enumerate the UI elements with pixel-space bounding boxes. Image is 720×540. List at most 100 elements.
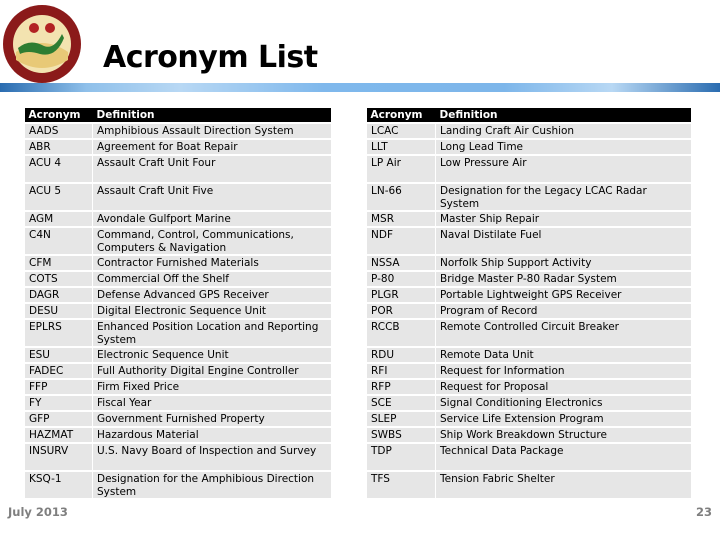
- table-row: AGM Avondale Gulfport Marine MSR Master Shi…: [24, 211, 691, 228]
- table-row: KSQ-1 Designation for the Amphibious Dire…: [24, 471, 691, 500]
- right-acronym-cell: RFI: [366, 363, 436, 380]
- right-acronym-cell: RFP: [366, 379, 436, 396]
- left-definition-cell: Hazardous Material: [92, 427, 331, 444]
- acronym-table: Acronym Definition Acronym Definition AA…: [24, 108, 691, 500]
- left-definition-cell: Assault Craft Unit Five: [92, 183, 331, 212]
- table-row: HAZMAT Hazardous Material SWBS Ship Work Br…: [24, 427, 691, 444]
- left-acronym-cell: EPLRS: [24, 319, 93, 348]
- left-definition-cell: Defense Advanced GPS Receiver: [92, 287, 331, 304]
- right-definition-cell: Program of Record: [435, 303, 691, 320]
- column-gap: [331, 155, 367, 183]
- right-acronym-cell: LP Air: [366, 155, 436, 184]
- right-definition-cell: Ship Work Breakdown Structure: [435, 427, 691, 444]
- left-definition-cell: Agreement for Boat Repair: [92, 139, 331, 156]
- right-definition-cell: Request for Information: [435, 363, 691, 380]
- right-acronym-cell: RDU: [366, 347, 436, 364]
- column-gap: [331, 379, 367, 395]
- left-definition-cell: Assault Craft Unit Four: [92, 155, 331, 184]
- right-definition-cell: Signal Conditioning Electronics: [435, 395, 691, 412]
- right-acronym-cell: LCAC: [366, 123, 436, 140]
- right-definition-cell: Tension Fabric Shelter: [435, 471, 691, 500]
- left-acronym-header: Acronym: [24, 108, 93, 124]
- left-acronym-cell: INSURV: [24, 443, 93, 472]
- left-definition-cell: Electronic Sequence Unit: [92, 347, 331, 364]
- column-gap: [331, 363, 367, 379]
- table-header-row: Acronym Definition Acronym Definition: [24, 108, 691, 124]
- left-definition-cell: Full Authority Digital Engine Controller: [92, 363, 331, 380]
- left-definition-cell: Enhanced Position Location and Reporting…: [92, 319, 331, 348]
- right-definition-cell: Remote Controlled Circuit Breaker: [435, 319, 691, 348]
- right-definition-cell: Master Ship Repair: [435, 211, 691, 228]
- table-row: COTS Commercial Off the Shelf P-80 Bridge M…: [24, 271, 691, 288]
- right-definition-cell: Service Life Extension Program: [435, 411, 691, 428]
- column-gap: [331, 427, 367, 443]
- column-gap: [331, 108, 367, 123]
- right-definition-cell: Norfolk Ship Support Activity: [435, 255, 691, 272]
- right-definition-header: Definition: [435, 108, 691, 124]
- left-definition-cell: Firm Fixed Price: [92, 379, 331, 396]
- left-acronym-cell: DAGR: [24, 287, 93, 304]
- right-acronym-cell: P-80: [366, 271, 436, 288]
- right-acronym-cell: TDP: [366, 443, 436, 472]
- table-row: DESU Digital Electronic Sequence Unit POR P…: [24, 303, 691, 320]
- footer-date: July 2013: [8, 505, 68, 519]
- column-gap: [331, 139, 367, 155]
- column-gap: [331, 471, 367, 499]
- table-row: EPLRS Enhanced Position Location and Repo…: [24, 319, 691, 348]
- column-gap: [331, 443, 367, 471]
- table-row: ACU 5 Assault Craft Unit Five LN-66 Designa…: [24, 183, 691, 212]
- column-gap: [331, 183, 367, 211]
- right-definition-cell: Remote Data Unit: [435, 347, 691, 364]
- table-row: FADEC Full Authority Digital Engine Contr…: [24, 363, 691, 380]
- column-gap: [331, 123, 367, 139]
- column-gap: [331, 255, 367, 271]
- left-acronym-cell: FY: [24, 395, 93, 412]
- left-definition-cell: Amphibious Assault Direction System: [92, 123, 331, 140]
- left-definition-cell: Fiscal Year: [92, 395, 331, 412]
- table-row: ABR Agreement for Boat Repair LLT Long Lead…: [24, 139, 691, 156]
- table-row: FY Fiscal Year SCE Signal Conditioning Elec…: [24, 395, 691, 412]
- right-acronym-cell: SLEP: [366, 411, 436, 428]
- table-row: DAGR Defense Advanced GPS Receiver PLGR Por…: [24, 287, 691, 304]
- table-row: CFM Contractor Furnished Materials NSSA Nor…: [24, 255, 691, 272]
- left-acronym-cell: AGM: [24, 211, 93, 228]
- table-row: C4N Command, Control, Communications, Com…: [24, 227, 691, 256]
- right-acronym-cell: POR: [366, 303, 436, 320]
- left-acronym-cell: ACU 5: [24, 183, 93, 212]
- column-gap: [331, 395, 367, 411]
- column-gap: [331, 211, 367, 227]
- left-acronym-cell: DESU: [24, 303, 93, 320]
- left-acronym-cell: HAZMAT: [24, 427, 93, 444]
- column-gap: [331, 271, 367, 287]
- right-acronym-cell: LLT: [366, 139, 436, 156]
- right-definition-cell: Low Pressure Air: [435, 155, 691, 184]
- column-gap: [331, 319, 367, 347]
- table-row: INSURV U.S. Navy Board of Inspection and …: [24, 443, 691, 472]
- left-definition-cell: Contractor Furnished Materials: [92, 255, 331, 272]
- right-acronym-cell: SCE: [366, 395, 436, 412]
- page-number: 23: [695, 505, 712, 519]
- left-acronym-cell: ABR: [24, 139, 93, 156]
- right-definition-cell: Naval Distilate Fuel: [435, 227, 691, 256]
- right-definition-cell: Long Lead Time: [435, 139, 691, 156]
- right-acronym-cell: LN-66: [366, 183, 436, 212]
- left-definition-header: Definition: [92, 108, 331, 124]
- right-acronym-cell: PLGR: [366, 287, 436, 304]
- left-acronym-cell: C4N: [24, 227, 93, 256]
- column-gap: [331, 287, 367, 303]
- left-acronym-cell: CFM: [24, 255, 93, 272]
- right-definition-cell: Request for Proposal: [435, 379, 691, 396]
- right-definition-cell: Landing Craft Air Cushion: [435, 123, 691, 140]
- left-acronym-cell: AADS: [24, 123, 93, 140]
- right-acronym-cell: MSR: [366, 211, 436, 228]
- table-row: AADS Amphibious Assault Direction System L…: [24, 123, 691, 140]
- column-gap: [331, 303, 367, 319]
- table-row: ESU Electronic Sequence Unit RDU Remote Dat…: [24, 347, 691, 364]
- left-definition-cell: Digital Electronic Sequence Unit: [92, 303, 331, 320]
- left-definition-cell: U.S. Navy Board of Inspection and Survey: [92, 443, 331, 472]
- right-acronym-cell: TFS: [366, 471, 436, 500]
- left-definition-cell: Commercial Off the Shelf: [92, 271, 331, 288]
- left-acronym-cell: COTS: [24, 271, 93, 288]
- column-gap: [331, 347, 367, 363]
- table-row: ACU 4 Assault Craft Unit Four LP Air Low Pr…: [24, 155, 691, 184]
